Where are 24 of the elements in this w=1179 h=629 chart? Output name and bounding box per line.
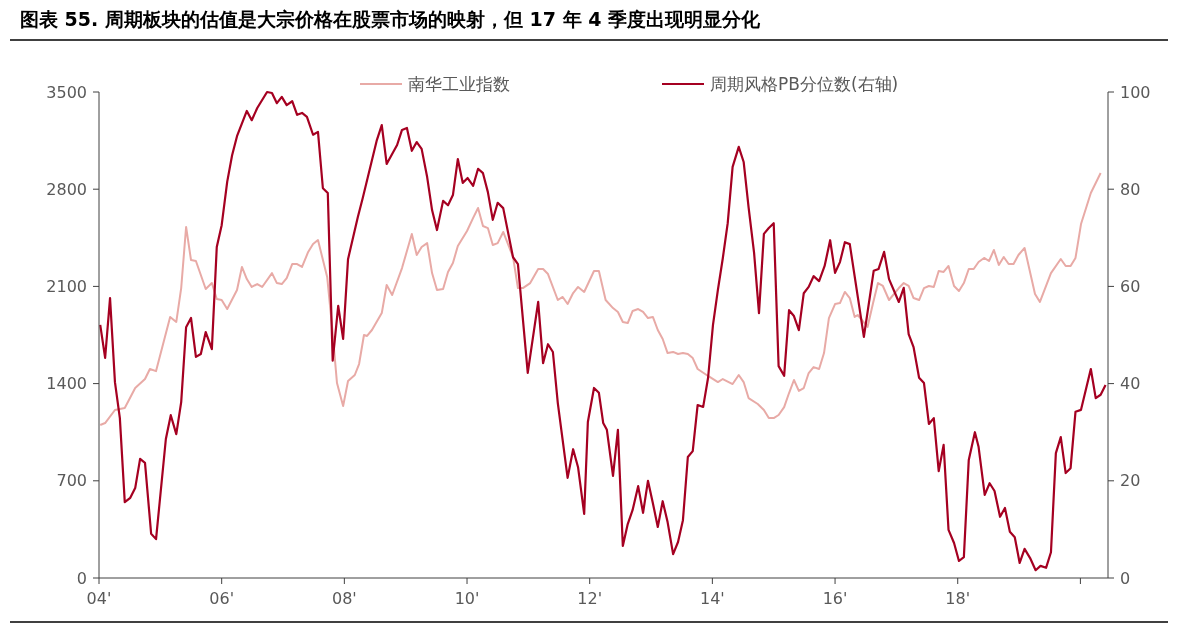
y-tick-label: 2100 [46,277,87,296]
x-tick-label: 12' [577,589,603,608]
x-tick-label: 06' [209,589,235,608]
y2-tick-label: 100 [1120,82,1151,102]
legend-label: 南华工业指数 [408,73,510,94]
x-tick-label: 10' [454,589,480,608]
y-tick-label: 1400 [46,374,87,394]
y2-tick-label: 40 [1120,374,1141,394]
y2-tick-label: 80 [1120,179,1141,199]
x-tick-label: 16' [822,589,848,608]
y2-tick-label: 60 [1120,277,1141,296]
x-tick-label: 18' [945,589,971,608]
chart-title: 图表 55. 周期板块的估值是大宗价格在股票市场的映射，但 17 年 4 季度出现明显分化 [20,8,762,30]
y2-tick-label: 20 [1120,471,1141,491]
y-tick-label: 2800 [46,179,87,199]
y2-tick-label: 0 [1120,568,1131,588]
y-tick-label: 0 [76,568,87,588]
x-tick-label: 14' [699,589,725,608]
legend-label: 周期风格PB分位数(右轴) [710,73,899,94]
y-tick-label: 700 [56,471,87,491]
line-series [99,171,1102,426]
y-tick-label: 3500 [46,82,87,102]
x-tick-label: 04' [86,589,112,608]
x-tick-label: 08' [331,589,357,608]
